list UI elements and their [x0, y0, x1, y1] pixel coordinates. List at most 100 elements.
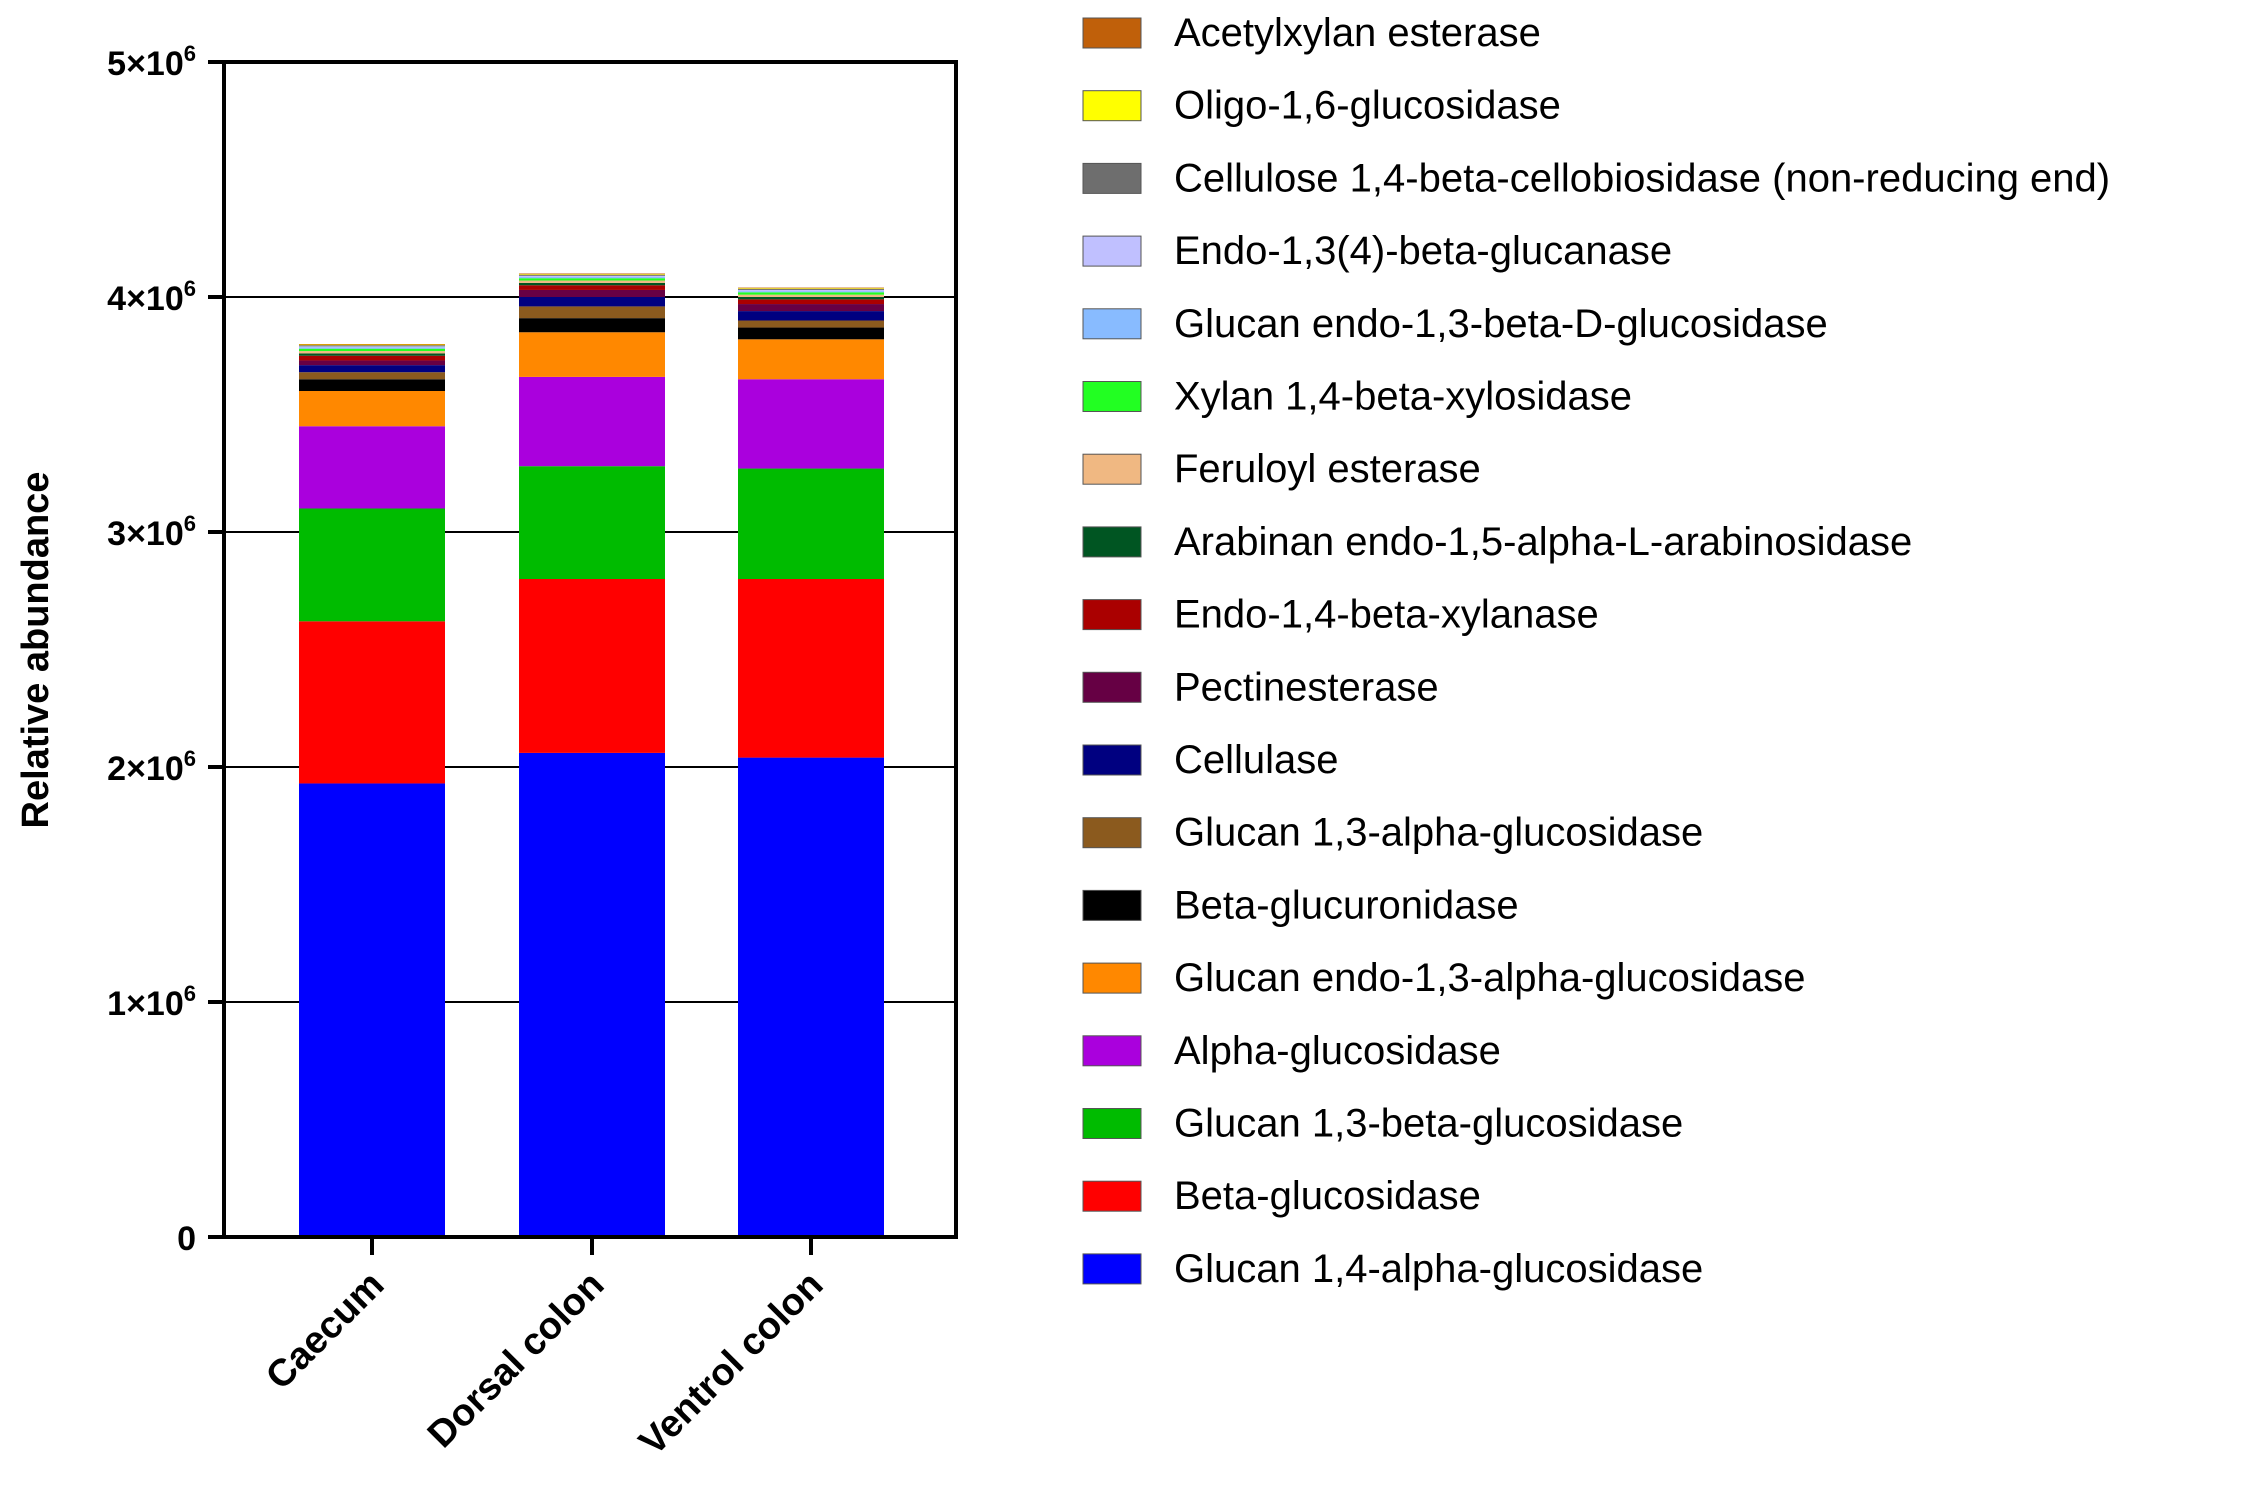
legend-item: Cellulase: [1082, 738, 1339, 782]
bar-segment: [299, 344, 445, 346]
bar-segment: [519, 274, 665, 276]
legend-item: Glucan 1,3-beta-glucosidase: [1082, 1102, 1683, 1146]
legend-swatch: [1082, 235, 1142, 267]
legend-item: Glucan 1,3-alpha-glucosidase: [1082, 811, 1703, 855]
bar-segment: [519, 376, 665, 467]
legend-label: Glucan 1,3-beta-glucosidase: [1174, 1102, 1683, 1146]
bar-segment: [299, 365, 445, 373]
bar-segment: [299, 508, 445, 622]
legend-swatch: [1082, 162, 1142, 194]
bar-segment: [519, 332, 665, 377]
legend-swatch: [1082, 889, 1142, 921]
legend-label: Glucan endo-1,3-alpha-glucosidase: [1174, 956, 1806, 1000]
bar-segment: [299, 621, 445, 784]
legend-label: Beta-glucosidase: [1174, 1174, 1481, 1218]
bar-segment: [519, 273, 665, 275]
bar-segment: [299, 346, 445, 348]
legend-swatch: [1082, 1108, 1142, 1139]
legend-swatch: [1082, 671, 1142, 703]
legend-swatch: [1082, 599, 1142, 631]
legend-label: Acetylxylan esterase: [1174, 11, 1541, 55]
bar-segment: [738, 327, 884, 340]
legend-swatch: [1082, 90, 1142, 122]
bar-segment: [519, 318, 665, 333]
bar-segment: [299, 783, 445, 1237]
bar-segment: [299, 426, 445, 509]
bar-segment: [738, 468, 884, 579]
bar-segment: [519, 278, 665, 281]
bar-segment: [299, 360, 445, 366]
bar-segment: [519, 285, 665, 290]
legend-item: Cellulose 1,4-beta-cellobiosidase (non-r…: [1082, 156, 2110, 200]
x-axis-ticks: Caecum Dorsal colon Ventrol colon: [258, 1237, 831, 1464]
bar-segment: [299, 355, 445, 361]
bar-segment: [519, 275, 665, 278]
bar-segment: [519, 280, 665, 283]
bar-segment: [738, 294, 884, 297]
y-axis-label: Relative abundance: [15, 472, 57, 829]
legend-swatch: [1082, 1035, 1142, 1067]
legend-swatch: [1082, 1180, 1142, 1212]
legend-item: Beta-glucosidase: [1082, 1174, 1481, 1218]
y-tick-label: 3×106: [107, 511, 196, 553]
bar-segment: [738, 339, 884, 380]
legend-label: Glucan endo-1,3-beta-D-glucosidase: [1174, 302, 1828, 346]
bar-segment: [299, 391, 445, 427]
bar-segment: [519, 277, 665, 279]
bars: [299, 273, 884, 1237]
bar-segment: [299, 345, 445, 347]
bar-segment: [299, 344, 445, 345]
bar-segment: [299, 348, 445, 352]
x-tick-label: Ventrol colon: [631, 1264, 831, 1464]
legend-item: Glucan 1,4-alpha-glucosidase: [1082, 1247, 1703, 1291]
legend-swatch: [1082, 962, 1142, 994]
bar-segment: [738, 304, 884, 312]
legend-item: Endo-1,4-beta-xylanase: [1082, 593, 1599, 637]
legend-label: Pectinesterase: [1174, 665, 1439, 709]
x-tick-label: Dorsal colon: [420, 1264, 612, 1456]
legend-label: Cellulose 1,4-beta-cellobiosidase (non-r…: [1174, 156, 2110, 200]
bar-segment: [738, 288, 884, 290]
legend-item: Glucan endo-1,3-beta-D-glucosidase: [1082, 302, 1828, 346]
legend-swatch: [1082, 1253, 1142, 1285]
y-tick-label: 4×106: [107, 276, 196, 318]
bar-segment: [299, 353, 445, 356]
bar-segment: [738, 288, 884, 289]
legend-swatch: [1082, 817, 1142, 849]
legend-label: Alpha-glucosidase: [1174, 1029, 1501, 1073]
bar-segment: [519, 466, 665, 579]
y-axis-ticks: 0 1×106 2×106 3×106 4×106 5×106: [107, 41, 224, 1258]
legend-item: Endo-1,3(4)-beta-glucanase: [1082, 229, 1672, 273]
bar-segment: [519, 297, 665, 307]
legend-label: Xylan 1,4-beta-xylosidase: [1174, 375, 1632, 419]
legend: Acetylxylan esterase Oligo-1,6-glucosidas…: [1082, 11, 2110, 1291]
legend-item: Feruloyl esterase: [1082, 447, 1481, 491]
y-tick-label: 2×106: [107, 746, 196, 788]
legend-item: Acetylxylan esterase: [1082, 11, 1541, 55]
bar-segment: [738, 291, 884, 293]
bar-segment: [738, 287, 884, 289]
bar-segment: [519, 306, 665, 319]
bar-segment: [738, 757, 884, 1237]
legend-item: Beta-glucuronidase: [1082, 883, 1519, 927]
legend-label: Cellulase: [1174, 738, 1339, 782]
y-tick-label: 0: [177, 1220, 196, 1258]
bar-segment: [738, 289, 884, 292]
legend-label: Oligo-1,6-glucosidase: [1174, 84, 1561, 128]
bar-segment: [738, 311, 884, 321]
legend-swatch: [1082, 381, 1142, 412]
bar-segment: [738, 379, 884, 469]
bar-segment: [738, 299, 884, 305]
legend-swatch: [1082, 17, 1142, 49]
bar-segment: [519, 289, 665, 297]
legend-item: Pectinesterase: [1082, 665, 1439, 709]
legend-label: Glucan 1,4-alpha-glucosidase: [1174, 1247, 1703, 1291]
legend-item: Oligo-1,6-glucosidase: [1082, 84, 1561, 128]
y-tick-label: 1×106: [107, 981, 196, 1023]
legend-swatch: [1082, 526, 1142, 558]
bar-segment: [299, 347, 445, 349]
legend-item: Alpha-glucosidase: [1082, 1029, 1501, 1073]
bar-segment: [738, 579, 884, 758]
